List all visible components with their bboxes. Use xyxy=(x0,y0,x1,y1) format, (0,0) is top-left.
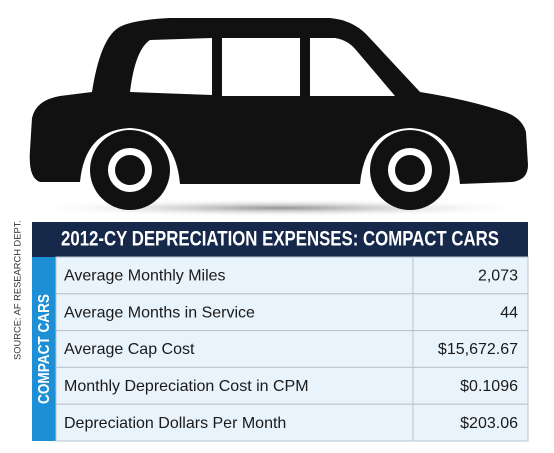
car-shadow xyxy=(20,199,540,217)
row-label: Monthly Depreciation Cost in CPM xyxy=(64,378,309,395)
middle-window xyxy=(222,38,300,96)
table-header xyxy=(32,222,528,257)
row-value: 44 xyxy=(500,304,518,321)
front-window xyxy=(310,38,395,96)
row-label: Depreciation Dollars Per Month xyxy=(64,415,286,432)
source-note: SOURCE: AF RESEARCH DEPT. xyxy=(12,220,22,360)
row-label: Average Cap Cost xyxy=(64,341,195,358)
row-value: $0.1096 xyxy=(460,378,518,395)
rear-hub-center xyxy=(115,155,145,185)
table-row xyxy=(55,293,529,332)
car-illustration xyxy=(20,18,540,217)
row-value: $203.06 xyxy=(460,415,518,432)
row-label: Average Months in Service xyxy=(64,304,255,321)
rear-window xyxy=(130,38,212,95)
side-label: COMPACT CARS xyxy=(36,294,53,404)
row-value: $15,672.67 xyxy=(438,341,518,358)
table-row xyxy=(55,256,529,295)
table-row xyxy=(55,330,529,368)
side-band xyxy=(32,257,56,441)
table: 2012-CY DEPRECIATION EXPENSES: COMPACT C… xyxy=(32,222,529,442)
row-value: 2,073 xyxy=(478,268,518,285)
row-label: Average Monthly Miles xyxy=(64,268,226,285)
table-row xyxy=(55,403,529,442)
table-title: 2012-CY DEPRECIATION EXPENSES: COMPACT C… xyxy=(61,228,499,251)
front-hub-center xyxy=(395,155,425,185)
